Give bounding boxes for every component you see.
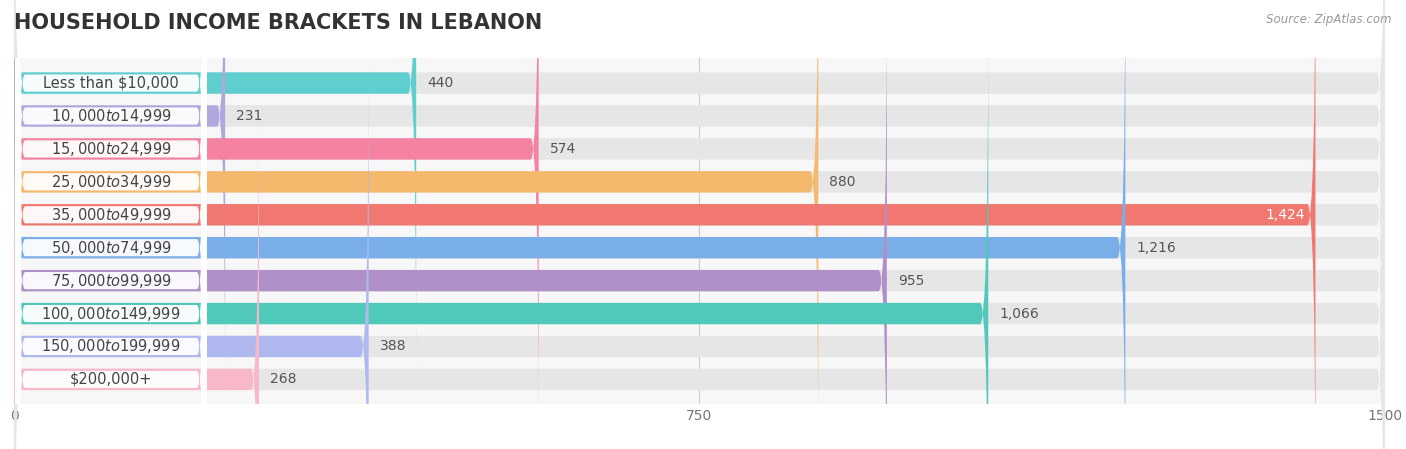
Text: $150,000 to $199,999: $150,000 to $199,999 <box>41 338 180 356</box>
Text: $15,000 to $24,999: $15,000 to $24,999 <box>51 140 172 158</box>
Text: 388: 388 <box>380 339 406 353</box>
FancyBboxPatch shape <box>15 0 207 449</box>
Text: 574: 574 <box>550 142 576 156</box>
Text: 1,066: 1,066 <box>1000 307 1039 321</box>
FancyBboxPatch shape <box>14 0 818 449</box>
Text: 955: 955 <box>898 273 924 288</box>
Text: 231: 231 <box>236 109 263 123</box>
FancyBboxPatch shape <box>14 0 1125 449</box>
Text: $25,000 to $34,999: $25,000 to $34,999 <box>51 173 172 191</box>
Text: $50,000 to $74,999: $50,000 to $74,999 <box>51 239 172 257</box>
FancyBboxPatch shape <box>15 0 207 449</box>
FancyBboxPatch shape <box>15 26 207 449</box>
Text: 440: 440 <box>427 76 453 90</box>
Text: 1,424: 1,424 <box>1265 208 1305 222</box>
Text: 268: 268 <box>270 372 297 387</box>
FancyBboxPatch shape <box>14 0 1385 449</box>
Text: $10,000 to $14,999: $10,000 to $14,999 <box>51 107 172 125</box>
FancyBboxPatch shape <box>14 0 1385 402</box>
FancyBboxPatch shape <box>15 0 207 449</box>
FancyBboxPatch shape <box>14 0 1385 435</box>
FancyBboxPatch shape <box>14 94 1385 449</box>
FancyBboxPatch shape <box>14 0 1385 449</box>
FancyBboxPatch shape <box>14 0 1385 449</box>
Text: $200,000+: $200,000+ <box>70 372 152 387</box>
Text: $100,000 to $149,999: $100,000 to $149,999 <box>41 304 180 322</box>
FancyBboxPatch shape <box>15 0 207 449</box>
Text: Source: ZipAtlas.com: Source: ZipAtlas.com <box>1267 13 1392 26</box>
FancyBboxPatch shape <box>14 0 887 449</box>
FancyBboxPatch shape <box>14 94 259 449</box>
FancyBboxPatch shape <box>14 0 225 402</box>
FancyBboxPatch shape <box>15 0 207 437</box>
FancyBboxPatch shape <box>15 0 207 449</box>
Text: 1,216: 1,216 <box>1136 241 1175 255</box>
Text: $75,000 to $99,999: $75,000 to $99,999 <box>51 272 172 290</box>
FancyBboxPatch shape <box>14 0 1385 449</box>
FancyBboxPatch shape <box>14 0 1385 369</box>
Text: 880: 880 <box>830 175 856 189</box>
FancyBboxPatch shape <box>14 61 1385 449</box>
FancyBboxPatch shape <box>14 28 988 449</box>
FancyBboxPatch shape <box>14 0 538 435</box>
FancyBboxPatch shape <box>15 0 207 449</box>
Text: Less than $10,000: Less than $10,000 <box>44 75 179 91</box>
FancyBboxPatch shape <box>14 28 1385 449</box>
FancyBboxPatch shape <box>15 0 207 449</box>
FancyBboxPatch shape <box>15 0 207 449</box>
FancyBboxPatch shape <box>14 0 416 369</box>
FancyBboxPatch shape <box>14 61 368 449</box>
FancyBboxPatch shape <box>14 0 1316 449</box>
Text: HOUSEHOLD INCOME BRACKETS IN LEBANON: HOUSEHOLD INCOME BRACKETS IN LEBANON <box>14 13 543 34</box>
Text: $35,000 to $49,999: $35,000 to $49,999 <box>51 206 172 224</box>
